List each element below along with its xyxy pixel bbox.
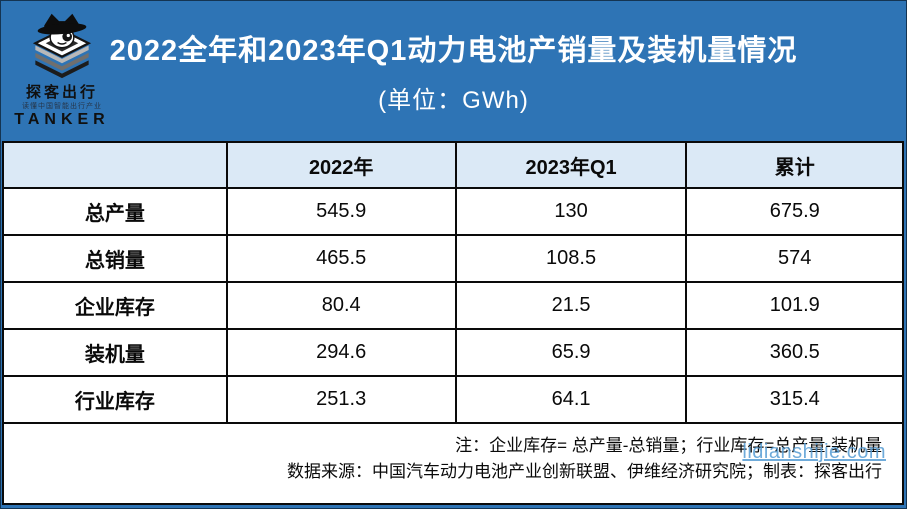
value-cell: 574 [685, 234, 902, 283]
value-cell: 315.4 [685, 375, 902, 424]
logo-brand-name-cn: 探客出行 [25, 84, 98, 101]
table-row: 行业库存 251.3 64.1 315.4 [4, 375, 902, 424]
fox-stack-logo-icon [32, 13, 92, 79]
value-cell: 65.9 [454, 328, 688, 377]
value-cell: 675.9 [685, 187, 902, 236]
logo-brand-name-en: TANKER [14, 111, 110, 129]
tanker-logo: 探客出行 读懂中国智能出行产业 TANKER [10, 10, 114, 129]
header-cell-2022: 2022年 [225, 143, 457, 189]
value-cell: 545.9 [225, 187, 457, 236]
value-cell: 80.4 [225, 281, 457, 330]
table-row: 总销量 465.5 108.5 574 [4, 234, 902, 283]
page-subtitle: (单位：GWh) [378, 87, 529, 114]
site-watermark: lidianshijie.com [742, 441, 886, 463]
logo-tagline: 读懂中国智能出行产业 [22, 102, 102, 110]
row-label-cell: 装机量 [4, 328, 228, 377]
value-cell: 294.6 [225, 328, 457, 377]
footer-notes: 注：企业库存= 总产量-总销量；行业库存=总产量-装机量 数据来源：中国汽车动力… [4, 424, 902, 503]
footnote-source: 数据来源：中国汽车动力电池产业创新联盟、伊维经济研究院；制表：探客出行 [287, 462, 882, 481]
battery-data-table: 2022年 2023年Q1 累计 总产量 545.9 130 675.9 总销量… [4, 143, 902, 424]
row-label-cell: 行业库存 [4, 375, 228, 424]
table-row: 总产量 545.9 130 675.9 [4, 187, 902, 236]
header-cell-blank [4, 143, 228, 189]
banner-titles: 2022全年和2023年Q1动力电池产销量及装机量情况 (单位：GWh) [0, 0, 907, 115]
title-banner: 探客出行 读懂中国智能出行产业 TANKER 2022全年和2023年Q1动力电… [0, 0, 907, 140]
value-cell: 21.5 [454, 281, 688, 330]
data-table-container: 2022年 2023年Q1 累计 总产量 545.9 130 675.9 总销量… [2, 141, 904, 505]
table-header-row: 2022年 2023年Q1 累计 [4, 143, 902, 189]
page-title: 2022全年和2023年Q1动力电池产销量及装机量情况 [109, 35, 798, 67]
row-label-cell: 总销量 [4, 234, 228, 283]
value-cell: 251.3 [225, 375, 457, 424]
header-cell-total: 累计 [685, 143, 902, 189]
value-cell: 360.5 [685, 328, 902, 377]
table-row: 企业库存 80.4 21.5 101.9 [4, 281, 902, 330]
header-cell-2023q1: 2023年Q1 [454, 143, 688, 189]
value-cell: 101.9 [685, 281, 902, 330]
value-cell: 130 [454, 187, 688, 236]
row-label-cell: 企业库存 [4, 281, 228, 330]
value-cell: 108.5 [454, 234, 688, 283]
table-row: 装机量 294.6 65.9 360.5 [4, 328, 902, 377]
row-label-cell: 总产量 [4, 187, 228, 236]
value-cell: 465.5 [225, 234, 457, 283]
value-cell: 64.1 [454, 375, 688, 424]
footnote-definitions: 注：企业库存= 总产量-总销量；行业库存=总产量-装机量 [455, 436, 882, 455]
